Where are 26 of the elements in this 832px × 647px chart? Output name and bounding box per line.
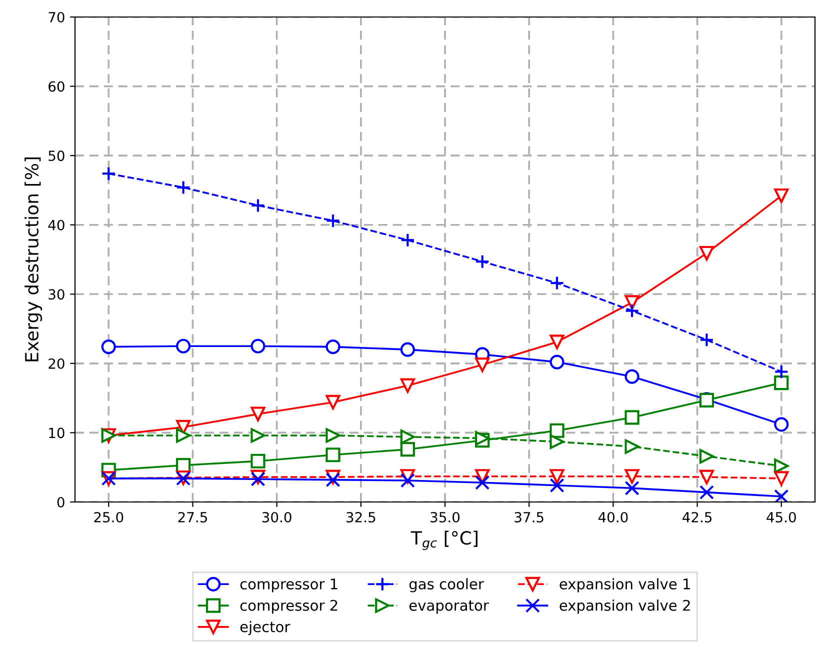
legend-label: expansion valve 1 <box>560 578 690 592</box>
y-tick-label: 30 <box>48 289 64 300</box>
y-tick-label: 20 <box>48 358 64 369</box>
x-tick-label: 45.0 <box>766 512 796 522</box>
legend-label: compressor 2 <box>240 600 338 614</box>
legend-label: gas cooler <box>409 578 484 592</box>
x-tick-label: 42.5 <box>682 512 712 522</box>
y-tick-label: 0 <box>57 496 64 508</box>
y-tick-label: 60 <box>48 81 64 92</box>
x-tick-label: 27.5 <box>178 512 207 522</box>
y-tick-label: 50 <box>48 150 64 162</box>
x-tick-label: 32.5 <box>346 512 376 522</box>
legend-label: evaporator <box>409 600 489 614</box>
y-tick-label: 40 <box>48 220 64 230</box>
x-tick-label: 25.0 <box>94 512 124 522</box>
y-tick-label: 10 <box>49 428 64 438</box>
x-axis-title: T$_{gc}$ [°C] <box>410 530 478 550</box>
y-tick-label: 70 <box>48 12 64 22</box>
x-tick-label: 37.5 <box>514 512 544 522</box>
x-tick-label: 30.0 <box>262 512 292 522</box>
x-tick-label: 35.0 <box>430 512 460 522</box>
x-tick-label: 40.0 <box>598 512 628 522</box>
y-axis-title: Exergy destruction [%] <box>24 158 42 362</box>
legend-label: compressor 1 <box>240 578 338 592</box>
legend-label: expansion valve 2 <box>560 600 690 614</box>
legend-label: ejector <box>240 620 290 636</box>
